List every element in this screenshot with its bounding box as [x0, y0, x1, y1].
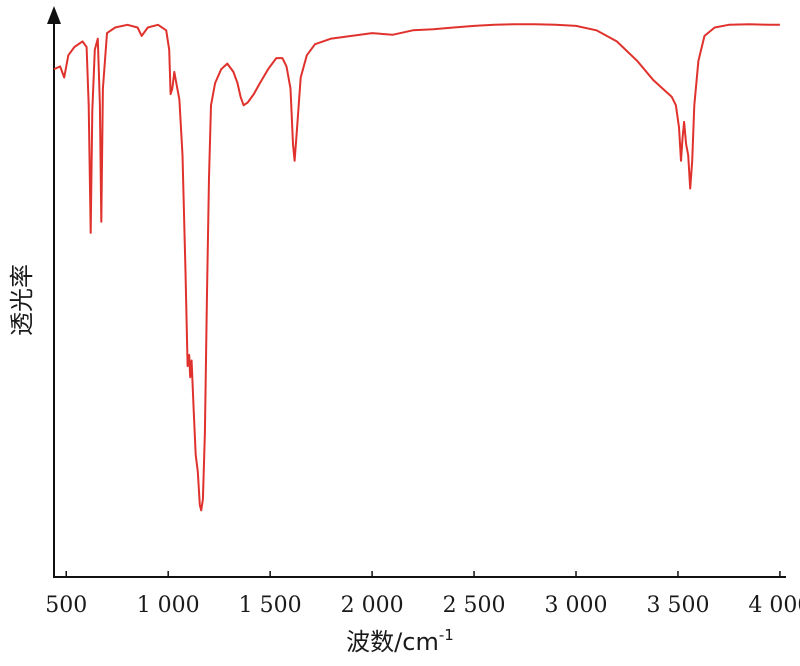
x-tick-label: 4 000 [748, 593, 800, 618]
x-ticks [65, 571, 781, 577]
x-tick-label: 500 [45, 593, 87, 618]
x-tick-label: 3 000 [545, 593, 608, 618]
axes [47, 6, 786, 578]
y-axis-arrow [47, 6, 61, 24]
x-axis-title-sup: -1 [439, 626, 454, 644]
x-axis-title-text: 波数/cm [346, 628, 439, 656]
x-tick-label: 1 500 [239, 593, 302, 618]
y-axis-title: 透光率 [8, 264, 36, 336]
x-tick-label: 1 000 [137, 593, 200, 618]
series-line [53, 23, 780, 512]
x-tick-label: 3 500 [646, 593, 709, 618]
x-tick-label: 2 000 [341, 593, 404, 618]
x-tick-labels: 500 1 000 1 500 2 000 2 500 3 000 3 500 4 000 [45, 593, 800, 618]
x-tick-label: 2 500 [443, 593, 506, 618]
x-axis-title: 波数/cm-1 [346, 626, 454, 656]
